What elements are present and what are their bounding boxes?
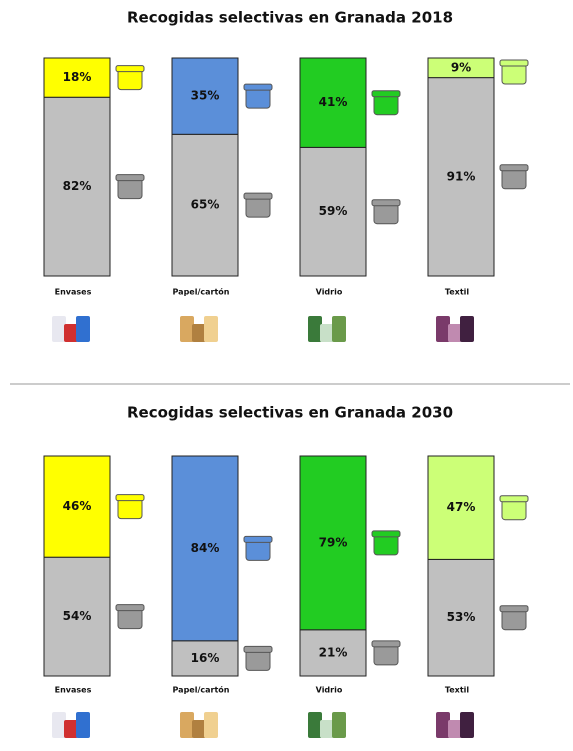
category-image [180, 712, 194, 738]
value-label: 79% [319, 535, 348, 549]
gray-bin-icon [373, 644, 399, 666]
category-image [460, 712, 474, 738]
gray-bin-icon-lid [371, 640, 401, 648]
gray-bin-icon [245, 196, 271, 218]
gray-bin-icon-lid [499, 164, 529, 172]
color-bin-icon [373, 534, 399, 556]
gray-bin-icon-lid [243, 645, 273, 653]
value-label: 21% [319, 645, 348, 659]
gray-bin-icon-lid [115, 174, 145, 182]
category-image [460, 316, 474, 342]
bar-segment [43, 57, 111, 98]
category-image [448, 720, 462, 738]
bar-segment [299, 146, 367, 277]
category-image [332, 316, 346, 342]
category-label: Textil [445, 686, 470, 695]
color-bin-icon-lid [243, 535, 273, 543]
category-image [308, 316, 322, 342]
color-bin-icon [501, 499, 527, 521]
value-label: 18% [63, 70, 92, 84]
value-label: 46% [63, 499, 92, 513]
value-label: 91% [447, 169, 476, 183]
gray-bin-icon-lid [371, 199, 401, 207]
bar-segment [299, 57, 367, 148]
bar-segment [427, 77, 495, 277]
bar-segment [171, 57, 239, 135]
color-bin-icon-lid [499, 495, 529, 503]
category-label: Papel/cartón [173, 287, 230, 297]
category-image [204, 316, 218, 342]
gray-bin-icon [501, 168, 527, 190]
color-bin-icon-lid [499, 59, 529, 67]
chart-title: Recogidas selectivas en Granada 2018 [127, 9, 453, 27]
gray-bin-icon [117, 178, 143, 200]
gray-bin-icon-lid [499, 605, 529, 613]
bar-segment [43, 455, 111, 558]
color-bin-icon [117, 69, 143, 91]
gray-bin-icon-lid [243, 192, 273, 200]
value-label: 9% [451, 60, 471, 74]
bar-segment [43, 556, 111, 677]
category-image [76, 712, 90, 738]
color-bin-icon [373, 94, 399, 116]
category-image [64, 324, 78, 342]
color-bin-icon [501, 63, 527, 85]
chart-title: Recogidas selectivas en Granada 2030 [127, 404, 453, 422]
value-label: 84% [191, 541, 220, 555]
gray-bin-icon [245, 649, 271, 671]
value-label: 35% [191, 89, 220, 103]
category-label: Textil [445, 288, 470, 297]
category-image [52, 316, 66, 342]
value-label: 82% [63, 179, 92, 193]
category-label: Vidrio [316, 686, 343, 695]
value-label: 54% [63, 609, 92, 623]
category-image [448, 324, 462, 342]
bar-segment [299, 629, 367, 677]
gray-bin-icon-lid [115, 604, 145, 612]
category-image [320, 720, 334, 738]
color-bin-icon [245, 87, 271, 109]
category-label: Envases [55, 288, 92, 297]
bar-segment [427, 57, 495, 79]
color-bin-icon-lid [115, 65, 145, 73]
value-label: 65% [191, 198, 220, 212]
color-bin-icon-lid [371, 90, 401, 98]
category-label: Vidrio [316, 288, 343, 297]
color-bin-icon-lid [115, 494, 145, 502]
gray-bin-icon [117, 608, 143, 630]
color-bin-icon [245, 539, 271, 561]
category-label: Envases [55, 686, 92, 695]
category-image [436, 316, 450, 342]
value-label: 41% [319, 95, 348, 109]
value-label: 47% [447, 500, 476, 514]
category-image [180, 316, 194, 342]
gray-bin-icon [373, 203, 399, 225]
bar-segment [43, 96, 111, 277]
value-label: 59% [319, 204, 348, 218]
category-image [52, 712, 66, 738]
category-image [204, 712, 218, 738]
category-image [320, 324, 334, 342]
category-image [76, 316, 90, 342]
color-bin-icon-lid [243, 83, 273, 91]
category-image [192, 324, 206, 342]
category-image [436, 712, 450, 738]
category-image [308, 712, 322, 738]
category-image [332, 712, 346, 738]
color-bin-icon-lid [371, 530, 401, 538]
bar-segment [171, 455, 239, 642]
category-image [64, 720, 78, 738]
bar-segment [299, 455, 367, 631]
category-image [192, 720, 206, 738]
value-label: 53% [447, 610, 476, 624]
color-bin-icon [117, 498, 143, 520]
category-label: Papel/cartón [173, 685, 230, 695]
bar-segment [427, 455, 495, 560]
value-label: 16% [191, 651, 220, 665]
gray-bin-icon [501, 609, 527, 631]
